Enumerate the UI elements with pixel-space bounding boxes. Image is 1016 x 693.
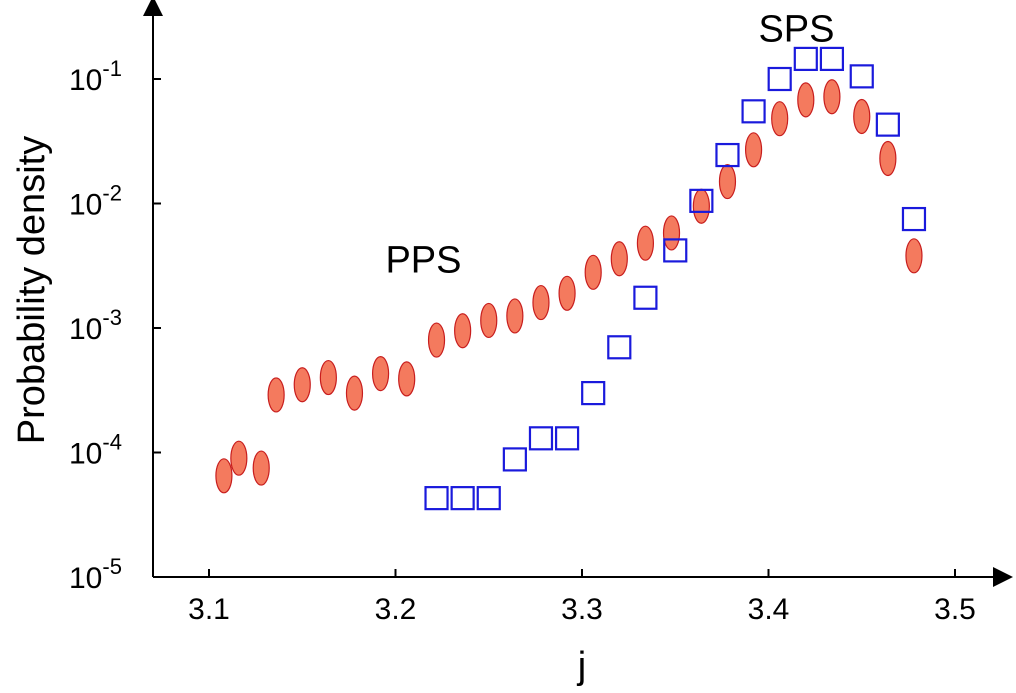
ellipse-data-point bbox=[662, 215, 681, 251]
square-data-point bbox=[741, 99, 766, 124]
ellipse-data-point bbox=[853, 98, 871, 135]
ellipse-data-point bbox=[771, 101, 789, 137]
square-data-point bbox=[793, 46, 818, 72]
annotation-sps: SPS bbox=[758, 9, 834, 51]
ellipse-data-point bbox=[879, 140, 897, 177]
square-data-point bbox=[715, 142, 740, 168]
ellipse-data-point bbox=[454, 313, 472, 349]
ellipse-data-point bbox=[506, 298, 524, 334]
ellipse-data-point bbox=[744, 132, 763, 168]
square-data-point bbox=[581, 380, 606, 406]
y-tick-label: 10-2 bbox=[69, 181, 122, 222]
x-tick-label: 3.5 bbox=[934, 593, 976, 626]
square-data-point bbox=[554, 426, 580, 451]
x-tick-label: 3.1 bbox=[188, 593, 230, 626]
ellipse-data-point bbox=[797, 82, 815, 118]
series-layer bbox=[215, 46, 927, 511]
ellipse-data-point bbox=[558, 275, 576, 311]
y-axis-ticks: 10-5 10-4 10-3 10-2 10-1 bbox=[69, 56, 161, 595]
ellipse-data-point bbox=[532, 284, 550, 321]
square-data-point bbox=[663, 238, 688, 263]
ellipse-data-point bbox=[584, 254, 602, 290]
annotation-pps: PPS bbox=[385, 239, 461, 281]
ellipse-data-point bbox=[610, 241, 628, 277]
x-tick-label: 3.3 bbox=[561, 593, 603, 626]
square-data-point bbox=[476, 486, 501, 511]
y-axis-title: Probability density bbox=[11, 136, 53, 444]
square-data-point bbox=[767, 66, 792, 92]
square-data-point bbox=[849, 64, 874, 89]
square-data-point bbox=[819, 46, 845, 72]
x-axis-ticks: 3.1 3.2 3.3 3.4 3.5 bbox=[188, 569, 976, 626]
square-data-point bbox=[450, 486, 475, 511]
y-tick-label: 10-5 bbox=[69, 554, 122, 595]
ellipse-data-point bbox=[319, 359, 337, 396]
y-tick-label: 10-3 bbox=[69, 305, 122, 346]
ellipse-data-point bbox=[267, 377, 285, 413]
y-tick-label: 10-4 bbox=[69, 430, 122, 471]
x-tick-label: 3.2 bbox=[375, 593, 417, 626]
square-data-point bbox=[901, 206, 927, 232]
ellipse-data-point bbox=[823, 79, 841, 115]
ellipse-data-point bbox=[371, 356, 390, 392]
square-data-point bbox=[875, 112, 900, 137]
ellipse-data-point bbox=[293, 367, 311, 403]
ellipse-data-point bbox=[692, 188, 710, 224]
ellipse-data-point bbox=[252, 450, 270, 486]
ellipse-data-point bbox=[718, 163, 737, 200]
x-tick-label: 3.4 bbox=[748, 593, 790, 626]
square-data-point bbox=[502, 447, 527, 472]
annotations-layer: SPS PPS bbox=[385, 9, 834, 282]
ellipse-data-point bbox=[215, 458, 233, 494]
ellipse-data-point bbox=[427, 322, 446, 358]
x-axis-title: j bbox=[577, 645, 586, 687]
square-data-point bbox=[607, 335, 632, 360]
y-tick-label: 10-1 bbox=[69, 56, 122, 97]
ellipse-data-point bbox=[398, 361, 416, 397]
square-data-point bbox=[633, 285, 658, 310]
ellipse-data-point bbox=[345, 375, 364, 411]
square-data-point bbox=[424, 486, 449, 511]
square-data-point bbox=[689, 188, 714, 213]
ellipse-data-point bbox=[230, 440, 248, 476]
square-data-point bbox=[528, 426, 554, 451]
ellipse-data-point bbox=[480, 302, 498, 339]
ellipse-data-point bbox=[905, 238, 923, 274]
ellipse-data-point bbox=[636, 225, 655, 261]
